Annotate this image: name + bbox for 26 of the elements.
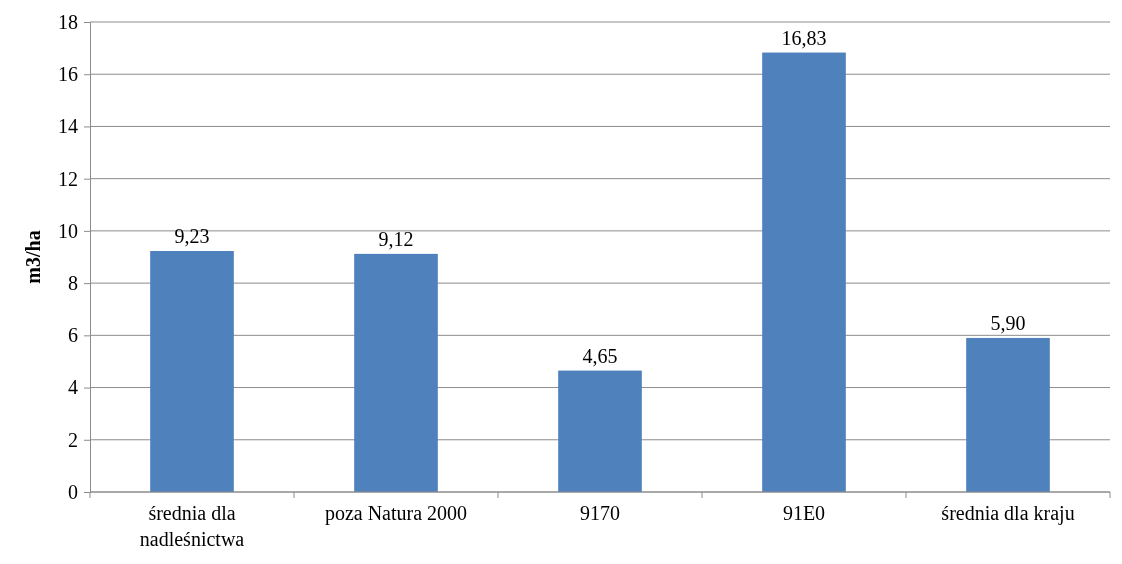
x-tick-label: poza Natura 2000 — [324, 502, 468, 525]
data-label: 4,65 — [582, 344, 618, 367]
y-tick-label: 8 — [68, 272, 78, 295]
data-label: 5,90 — [990, 311, 1026, 334]
y-tick-label: 6 — [68, 324, 78, 347]
bar — [966, 337, 1050, 492]
x-tick-label: średnia dla nadleśnictwa — [139, 502, 245, 550]
y-tick-label: 4 — [68, 376, 78, 399]
bar — [558, 370, 642, 492]
y-tick-label: 16 — [58, 63, 78, 86]
bar — [354, 253, 438, 492]
y-tick-label: 0 — [68, 480, 78, 503]
data-label: 16,83 — [781, 26, 827, 49]
y-tick-label: 14 — [58, 115, 78, 138]
y-axis-title: m3/ha — [22, 230, 44, 284]
y-tick-label: 2 — [68, 428, 78, 451]
y-tick-label: 10 — [58, 219, 78, 242]
x-tick-label: średnia dla kraju — [941, 502, 1075, 525]
y-tick-label: 12 — [58, 167, 78, 190]
bar — [762, 52, 846, 492]
x-tick-label: 9170 — [580, 502, 620, 524]
data-label: 9,12 — [378, 227, 414, 250]
y-tick-label: 18 — [58, 10, 78, 33]
bar — [150, 250, 234, 492]
data-label: 9,23 — [174, 224, 210, 247]
x-tick-label: 91E0 — [782, 502, 826, 524]
